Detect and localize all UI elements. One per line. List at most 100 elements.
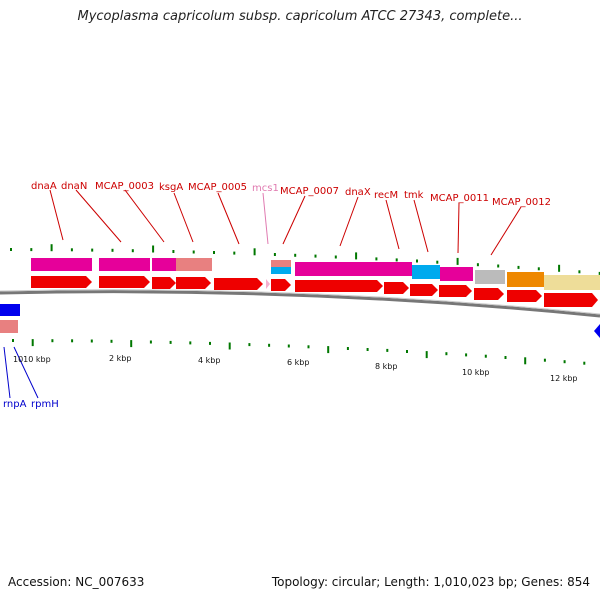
cog-box-magenta[interactable] xyxy=(99,258,150,271)
gc-tick xyxy=(497,264,500,268)
gene-label-MCAP_0007[interactable]: MCAP_0007 xyxy=(280,186,339,197)
gc-tick xyxy=(71,339,74,343)
gene-label-rnpA[interactable]: rnpA xyxy=(3,399,27,410)
gene-arrow[interactable] xyxy=(544,293,598,307)
gene-arrow-ksgA[interactable] xyxy=(176,277,211,289)
gene-label-MCAP_0011[interactable]: MCAP_0011 xyxy=(430,193,489,204)
gc-tick xyxy=(395,258,398,262)
gc-tick xyxy=(110,339,113,343)
gc-tick xyxy=(558,264,561,272)
gene-label-ksgA[interactable]: ksgA xyxy=(159,182,183,193)
gene-label-dnaN[interactable]: dnaN xyxy=(61,181,87,192)
cog-box-orange[interactable] xyxy=(507,272,544,287)
gc-tick xyxy=(10,248,12,251)
gc-tick xyxy=(169,340,172,344)
gene-arrow-MCAP_0011[interactable] xyxy=(439,285,472,297)
gene-arrow[interactable] xyxy=(507,290,542,302)
cog-box-khaki[interactable] xyxy=(544,275,600,290)
scale-label: 4 kbp xyxy=(198,356,220,365)
gc-tick xyxy=(543,358,546,362)
gene-label-MCAP_0012[interactable]: MCAP_0012 xyxy=(492,197,551,208)
gc-tick xyxy=(366,348,369,351)
gene-arrow-tmk[interactable] xyxy=(410,284,438,296)
gc-tick xyxy=(456,257,459,265)
cog-box-cyan[interactable] xyxy=(271,267,291,274)
gene-arrow-MCAP_0003[interactable] xyxy=(152,277,176,289)
cog-box-magenta[interactable] xyxy=(31,258,92,271)
gene-label-rpmH[interactable]: rpmH xyxy=(31,399,59,410)
gc-tick xyxy=(209,341,211,345)
gene-label-mcs1[interactable]: mcs1 xyxy=(252,183,279,194)
gc-tick xyxy=(172,250,175,253)
gene-label-MCAP_0003[interactable]: MCAP_0003 xyxy=(95,181,154,192)
gene-arrow-recM[interactable] xyxy=(384,282,409,294)
gc-tick xyxy=(131,249,134,253)
label-leader-lines xyxy=(3,189,522,399)
cog-box-magenta[interactable] xyxy=(295,262,412,276)
gc-tick xyxy=(386,348,389,352)
gc-tick xyxy=(484,354,487,358)
gc-tick xyxy=(375,257,378,261)
gc-tick xyxy=(233,251,236,255)
cog-box-gray[interactable] xyxy=(475,270,505,284)
gene-arrow-MCAP_0005[interactable] xyxy=(214,278,263,290)
genome-backbone xyxy=(0,290,600,318)
forward-gene-track xyxy=(31,276,598,307)
gc-tick xyxy=(213,251,215,254)
scale-label-group: 1010 kbp 2 kbp 4 kbp 6 kbp 8 kbp 10 kbp … xyxy=(13,354,578,383)
gc-tick xyxy=(70,248,73,252)
gene-arrow-MCAP_0007[interactable] xyxy=(271,279,291,291)
gc-tick xyxy=(334,255,337,259)
gc-tick xyxy=(524,357,527,365)
cog-box-magenta[interactable] xyxy=(152,258,176,271)
gene-arrow-MCAP_0012[interactable] xyxy=(474,288,504,300)
cog-box-salmon[interactable] xyxy=(0,320,18,333)
bottom-tick-track xyxy=(12,339,586,365)
gc-tick xyxy=(152,245,155,253)
cog-box-salmon[interactable] xyxy=(271,260,291,267)
gc-tick xyxy=(416,259,418,263)
gc-tick xyxy=(31,339,34,347)
cog-box-magenta[interactable] xyxy=(440,267,473,281)
gc-tick xyxy=(90,339,93,343)
gc-tick xyxy=(228,342,231,350)
gc-tick xyxy=(189,341,192,345)
gene-arrow-dnaA[interactable] xyxy=(31,276,92,288)
gc-tick xyxy=(517,265,520,269)
gc-tick xyxy=(476,263,479,267)
gc-tick xyxy=(248,343,251,347)
gene-arrow-rnpA[interactable] xyxy=(0,304,12,316)
gc-tick xyxy=(111,248,114,252)
gene-label-MCAP_0005[interactable]: MCAP_0005 xyxy=(188,182,247,193)
scale-label: 8 kbp xyxy=(375,362,397,371)
gc-tick xyxy=(504,356,507,359)
gc-tick xyxy=(253,248,256,256)
gc-tick xyxy=(425,351,428,359)
gc-tick xyxy=(12,339,14,342)
gene-label-dnaA[interactable]: dnaA xyxy=(31,181,57,192)
gc-tick xyxy=(307,345,310,349)
gc-tick xyxy=(287,344,290,348)
gene-arrow-mcs1[interactable] xyxy=(266,279,270,289)
scale-label: 6 kbp xyxy=(287,358,309,367)
cog-box-cyan[interactable] xyxy=(412,265,440,279)
gene-arrow-dnaN[interactable] xyxy=(99,276,150,288)
scale-label: 12 kbp xyxy=(550,374,578,383)
gene-label-dnaX[interactable]: dnaX xyxy=(345,187,371,198)
gene-label-recM[interactable]: recM xyxy=(374,190,398,201)
gc-tick xyxy=(563,360,566,364)
gc-tick xyxy=(537,267,540,271)
cog-box-salmon[interactable] xyxy=(176,258,212,271)
reverse-gene-track xyxy=(0,304,600,338)
gc-tick xyxy=(192,250,195,254)
gc-tick xyxy=(436,260,439,264)
gc-tick xyxy=(149,340,152,344)
gc-tick xyxy=(583,361,586,365)
gene-arrow-offscreen[interactable] xyxy=(594,324,600,338)
gc-tick xyxy=(314,254,317,258)
gene-arrow-rpmH[interactable] xyxy=(8,304,20,316)
accession-label: Accession: NC_007633 xyxy=(8,575,145,589)
gene-label-tmk[interactable]: tmk xyxy=(404,190,424,201)
gene-arrow-dnaX[interactable] xyxy=(295,280,383,292)
